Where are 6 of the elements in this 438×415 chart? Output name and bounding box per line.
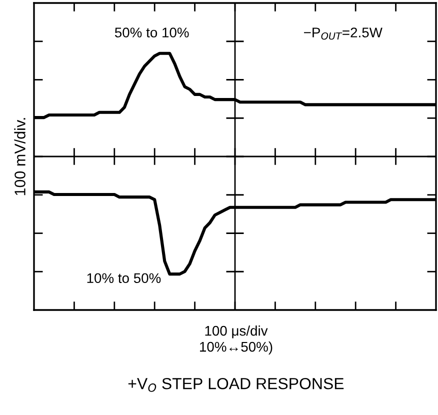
text: +V$_{O}$ STEP LOAD RESPONSE	[128, 378, 344, 392]
series-label: 10% to 50%	[87, 273, 161, 284]
text: −P$_{OUT}$=2.5W	[304, 28, 382, 40]
y-axis-title: 100 mV/div.	[14, 118, 26, 196]
series-label: 50% to 10%	[114, 28, 189, 38]
x-axis-title: 100 μs/div 10%↔50%)	[200, 326, 272, 354]
